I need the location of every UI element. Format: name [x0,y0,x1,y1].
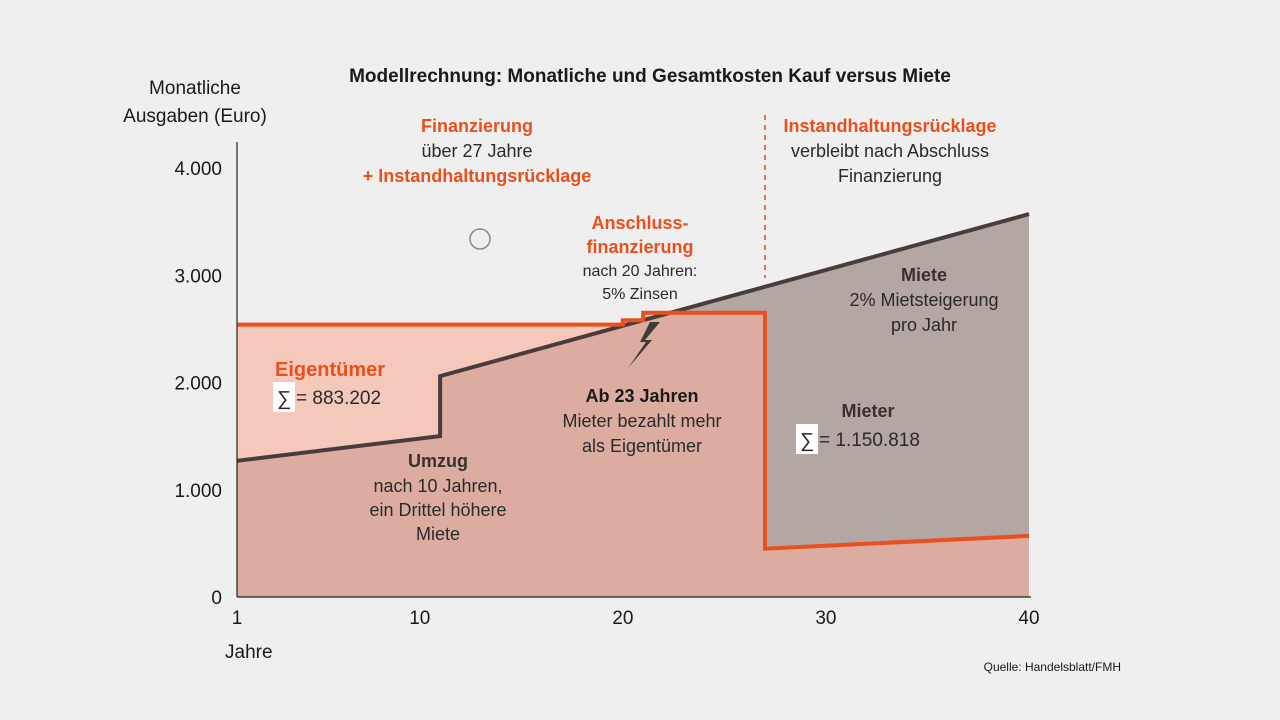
annotation-followup-line4: 5% Zinsen [602,286,678,303]
x-axis-label: Jahre [225,642,273,663]
chart-title: Modellrechnung: Monatliche und Gesamtkos… [349,66,951,87]
x-tick-label: 30 [815,608,836,629]
annotation-followup-head2: finanzierung [587,237,694,257]
annotation-reserve-head: Instandhaltungsrücklage [783,116,996,136]
annotation-rent-line3: pro Jahr [891,315,957,335]
area-owner-excess [237,312,1029,549]
area-shared-costs [237,312,1029,597]
annotation-rent-line2: 2% Mietsteigerung [849,290,998,310]
tenant-sigma-icon: ∑ [800,430,814,452]
annotation-financing-line2: über 27 Jahre [421,141,532,161]
tenant-sigma-box [796,424,818,454]
y-tick-label: 1.000 [174,481,222,502]
annotation-breakeven-line3: als Eigentümer [582,436,702,456]
annotation-move-line4: Miete [416,524,460,544]
annotation-move-line3: ein Drittel höhere [369,500,506,520]
annotation-owner-head: Eigentümer [275,359,385,381]
x-tick-label: 20 [612,608,633,629]
y-tick-label: 0 [211,588,222,609]
annotation-tenant-head: Mieter [841,401,894,421]
y-tick-label: 3.000 [174,266,222,287]
annotation-followup-head1: Anschluss- [591,213,688,233]
owner-sigma-box [273,382,295,412]
annotation-followup-line3: nach 20 Jahren: [583,263,698,280]
x-tick-label: 40 [1018,608,1039,629]
x-tick-label: 10 [409,608,430,629]
series-line-eigentuemer [237,310,1030,551]
x-tick-label: 1 [232,608,243,629]
y-tick-label: 2.000 [174,374,222,395]
annotation-breakeven-line2: Mieter bezahlt mehr [562,411,721,431]
annotation-move-head: Umzug [408,451,468,471]
series-line-miete [236,212,1030,463]
annotation-owner-sum: = 883.202 [296,388,381,409]
area-rent-excess [237,214,1029,549]
annotation-tenant-sum: = 1.150.818 [819,430,920,451]
lightning-icon [628,322,660,368]
y-axis-label-line1: Monatliche [149,78,241,99]
annotation-financing-head: Finanzierung [421,116,533,136]
annotation-reserve-line3: Finanzierung [838,166,942,186]
annotation-rent-head: Miete [901,265,947,285]
y-axis-label-line2: Ausgaben (Euro) [123,106,267,127]
cursor-icon [469,228,491,250]
owner-sigma-icon: ∑ [277,388,291,410]
annotation-breakeven-head: Ab 23 Jahren [585,386,698,406]
annotation-move-line2: nach 10 Jahren, [373,476,502,496]
annotation-financing-line3: + Instandhaltungsrücklage [363,166,592,186]
annotation-reserve-line2: verbleibt nach Abschluss [791,141,989,161]
source-note: Quelle: Handelsblatt/FMH [984,660,1121,674]
y-tick-label: 4.000 [174,159,222,180]
